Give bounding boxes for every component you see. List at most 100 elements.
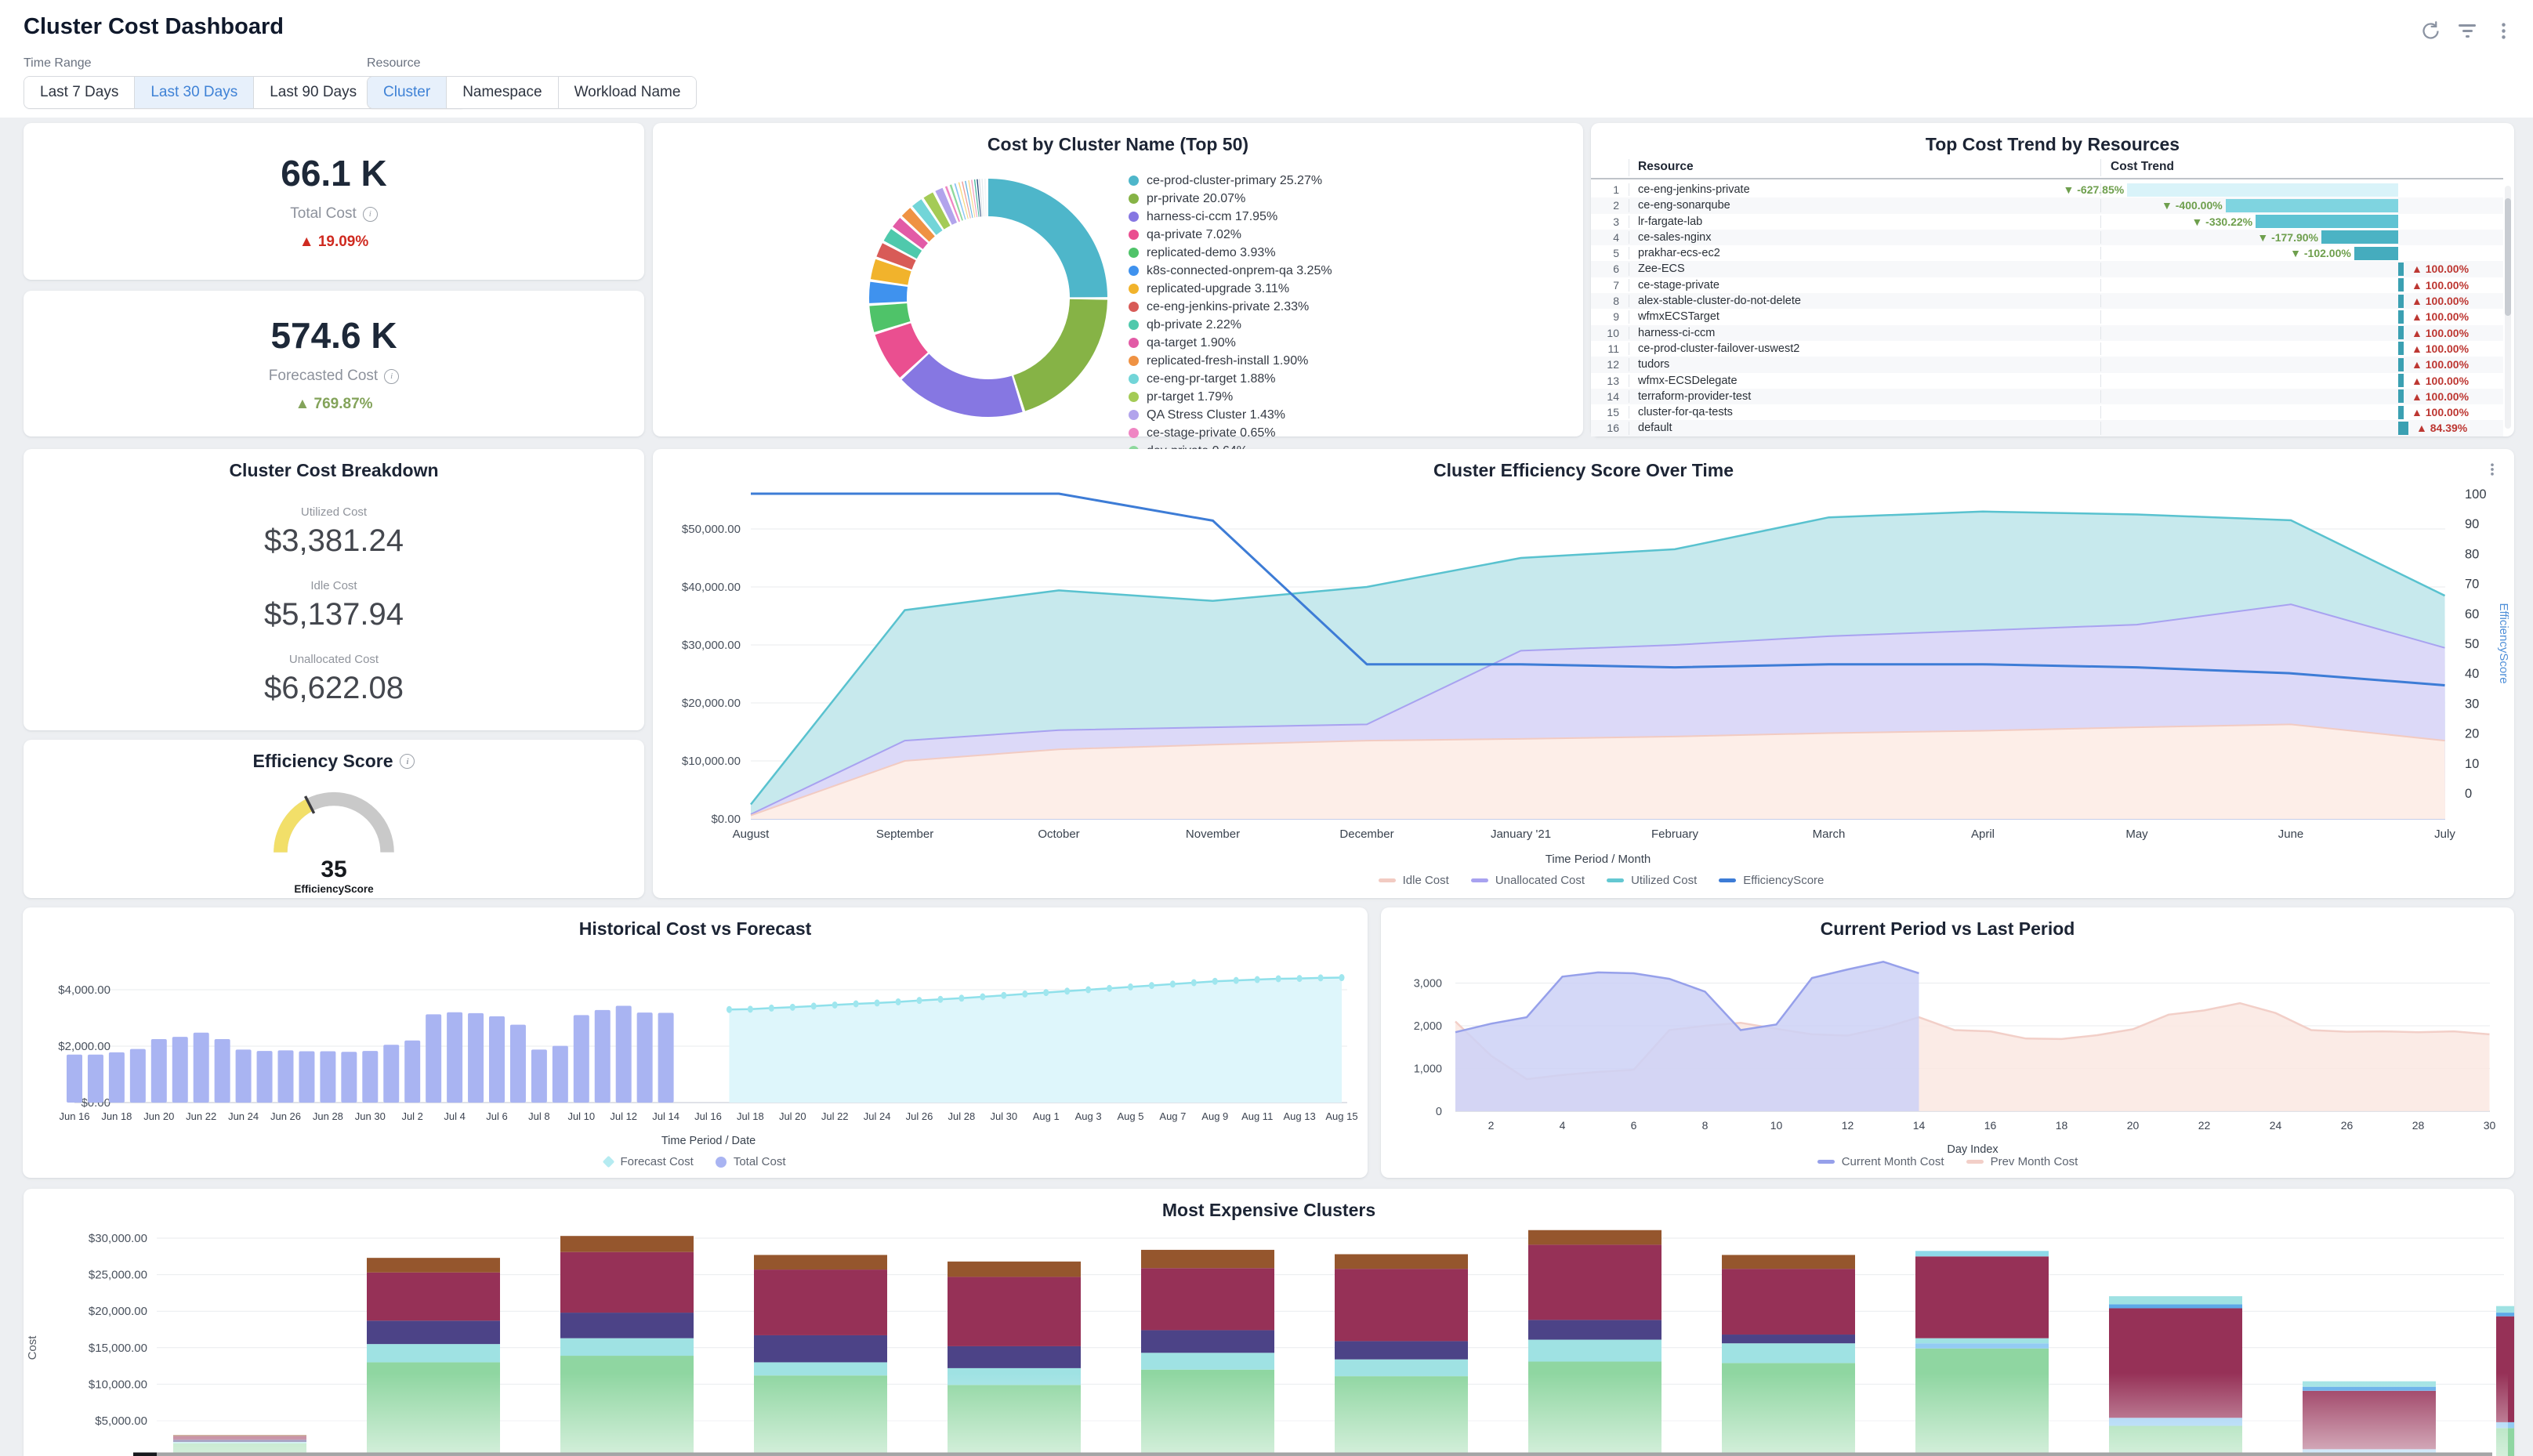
donut-legend-item[interactable]: ce-eng-pr-target 1.88% — [1129, 370, 1364, 388]
kebab-menu-icon[interactable] — [2484, 460, 2500, 479]
donut-legend-item[interactable]: qb-private 2.22% — [1129, 316, 1364, 334]
resource-option-namespace[interactable]: Namespace — [446, 77, 558, 108]
svg-text:Aug 11: Aug 11 — [1241, 1110, 1273, 1122]
trend-row[interactable]: 1 ce-eng-jenkins-private ▼ -627.85% — [1591, 182, 2503, 197]
legend-dot — [1129, 320, 1139, 330]
efficiency-chart[interactable]: $0.00 $10,000.00 $20,000.00 $30,000.00 $40,0… — [653, 480, 2514, 867]
donut-chart[interactable] — [863, 172, 1114, 423]
donut-legend-item[interactable]: qa-private 7.02% — [1129, 226, 1364, 244]
trend-row[interactable]: 3 lr-fargate-lab ▼ -330.22% — [1591, 214, 2503, 230]
svg-text:20: 20 — [2465, 727, 2479, 741]
cost-by-cluster-panel: Cost by Cluster Name (Top 50) ce-prod-cl… — [653, 123, 1583, 531]
efficiency-gauge — [274, 791, 394, 853]
legend-item-efficiencyscore[interactable]: EfficiencyScore — [1719, 874, 1824, 887]
donut-legend-item[interactable]: qa-target 1.90% — [1129, 334, 1364, 352]
time-range-option-last-90-days[interactable]: Last 90 Days — [253, 77, 373, 108]
trend-table-body: 1 ce-eng-jenkins-private ▼ -627.85% 2 ce-eng… — [1591, 182, 2503, 436]
trend-rank: 7 — [1613, 278, 1619, 292]
trend-row[interactable]: 7 ce-stage-private ▲ 100.00% — [1591, 277, 2503, 293]
resource-option-cluster[interactable]: Cluster — [368, 77, 447, 108]
kebab-menu-icon[interactable] — [2493, 20, 2514, 42]
legend-item-utilized-cost[interactable]: Utilized Cost — [1607, 874, 1697, 887]
trend-resource: alex-stable-cluster-do-not-delete — [1638, 295, 1801, 308]
efficiency-over-time-panel: Cluster Efficiency Score Over Time $0.00… — [653, 449, 2514, 898]
svg-text:April: April — [1971, 828, 1995, 841]
svg-text:Jul 12: Jul 12 — [610, 1110, 637, 1122]
legend-item-idle-cost[interactable]: Idle Cost — [1378, 874, 1449, 887]
trend-row[interactable]: 15 cluster-for-qa-tests ▲ 100.00% — [1591, 404, 2503, 420]
svg-text:26: 26 — [2341, 1119, 2354, 1132]
time-range-option-last-30-days[interactable]: Last 30 Days — [134, 77, 254, 108]
info-icon[interactable]: i — [384, 368, 400, 384]
donut-legend-item[interactable]: ce-prod-cluster-primary 25.27% — [1129, 172, 1364, 190]
donut-legend-item[interactable]: replicated-demo 3.93% — [1129, 244, 1364, 262]
trend-row[interactable]: 14 terraform-provider-test ▲ 100.00% — [1591, 388, 2503, 405]
svg-text:$50,000.00: $50,000.00 — [682, 523, 741, 536]
svg-text:10: 10 — [2465, 757, 2479, 771]
resource-label: Resource — [367, 56, 421, 70]
trend-row[interactable]: 10 harness-ci-ccm ▲ 100.00% — [1591, 324, 2503, 341]
trend-row[interactable]: 9 wfmxECSTarget ▲ 100.00% — [1591, 309, 2503, 324]
total-cost-value: 66.1 K — [281, 153, 387, 194]
trend-row[interactable]: 2 ce-eng-sonarqube ▼ -400.00% — [1591, 197, 2503, 214]
trend-row[interactable]: 4 ce-sales-nginx ▼ -177.90% — [1591, 229, 2503, 246]
legend-dot — [1129, 248, 1139, 258]
trend-row[interactable]: 5 prakhar-ecs-ec2 ▼ -102.00% — [1591, 245, 2503, 261]
gauge-title: Efficiency Score — [252, 751, 393, 771]
historical-chart-legend: Forecast Cost Total Cost — [23, 1155, 1368, 1168]
time-range-option-last-7-days[interactable]: Last 7 Days — [24, 77, 135, 108]
donut-legend-item[interactable]: replicated-upgrade 3.11% — [1129, 280, 1364, 298]
trend-resource: ce-eng-jenkins-private — [1638, 183, 1750, 196]
svg-text:August: August — [733, 828, 770, 841]
svg-text:March: March — [1813, 828, 1846, 841]
legend-item-unallocated-cost[interactable]: Unallocated Cost — [1470, 874, 1585, 887]
donut-legend-item[interactable]: harness-ci-ccm 17.95% — [1129, 208, 1364, 226]
legend-text: qa-private 7.02% — [1147, 227, 1241, 241]
legend-dot — [1129, 284, 1139, 294]
trend-value: ▲ 100.00% — [2412, 406, 2470, 419]
legend-item-prev-month-cost[interactable]: Prev Month Cost — [1966, 1155, 2078, 1168]
info-icon[interactable]: i — [362, 206, 378, 222]
donut-legend-item[interactable]: k8s-connected-onprem-qa 3.25% — [1129, 262, 1364, 280]
trend-row[interactable]: 12 tudors ▲ 100.00% — [1591, 357, 2503, 373]
svg-text:June: June — [2278, 828, 2304, 841]
resource-option-workload-name[interactable]: Workload Name — [557, 77, 697, 108]
filter-icon[interactable] — [2457, 24, 2477, 38]
trend-row[interactable]: 16 default ▲ 84.39% — [1591, 420, 2503, 436]
trend-value: ▲ 100.00% — [2412, 358, 2470, 371]
info-icon[interactable]: i — [400, 754, 415, 769]
most-expensive-chart[interactable]: $5,000.00 $10,000.00 $15,000.00 $20,000.00 $… — [24, 1220, 2514, 1456]
svg-text:Aug 1: Aug 1 — [1033, 1110, 1060, 1122]
refresh-icon[interactable] — [2420, 20, 2441, 42]
trend-row[interactable]: 13 wfmx-ECSDelegate ▲ 100.00% — [1591, 373, 2503, 389]
legend-marker — [1378, 878, 1396, 882]
svg-text:Jul 6: Jul 6 — [486, 1110, 507, 1122]
scrollbar-thumb[interactable] — [2505, 198, 2511, 316]
donut-legend-item[interactable]: pr-target 1.79% — [1129, 388, 1364, 406]
legend-item-total-cost[interactable]: Total Cost — [715, 1155, 786, 1168]
trend-row[interactable]: 11 ce-prod-cluster-failover-uswest2 ▲ 100.… — [1591, 341, 2503, 357]
donut-legend-item[interactable]: ce-stage-private 0.65% — [1129, 424, 1364, 442]
svg-text:Jul 22: Jul 22 — [821, 1110, 849, 1122]
svg-text:Jul 30: Jul 30 — [990, 1110, 1017, 1122]
legend-item-forecast-cost[interactable]: Forecast Cost — [603, 1155, 694, 1168]
trend-row[interactable]: 6 Zee-ECS ▲ 100.00% — [1591, 261, 2503, 277]
utilized-cost-value: $3,381.24 — [264, 523, 404, 558]
svg-text:May: May — [2125, 828, 2148, 841]
donut-legend-item[interactable]: QA Stress Cluster 1.43% — [1129, 406, 1364, 424]
svg-text:$30,000.00: $30,000.00 — [682, 639, 741, 652]
legend-marker — [1966, 1160, 1984, 1164]
donut-legend-item[interactable]: ce-eng-jenkins-private 2.33% — [1129, 298, 1364, 316]
donut-legend-item[interactable]: replicated-fresh-install 1.90% — [1129, 352, 1364, 370]
legend-dot — [1129, 194, 1139, 204]
svg-text:18: 18 — [2056, 1119, 2068, 1132]
trend-row[interactable]: 8 alex-stable-cluster-do-not-delete ▲ 100.… — [1591, 293, 2503, 310]
legend-marker — [1470, 878, 1488, 882]
donut-legend-item[interactable]: pr-private 20.07% — [1129, 190, 1364, 208]
time-range-label: Time Range — [24, 56, 92, 70]
breakdown-title: Cluster Cost Breakdown — [229, 460, 439, 480]
trend-value: ▲ 100.00% — [2412, 342, 2470, 355]
legend-item-current-month-cost[interactable]: Current Month Cost — [1817, 1155, 1944, 1168]
